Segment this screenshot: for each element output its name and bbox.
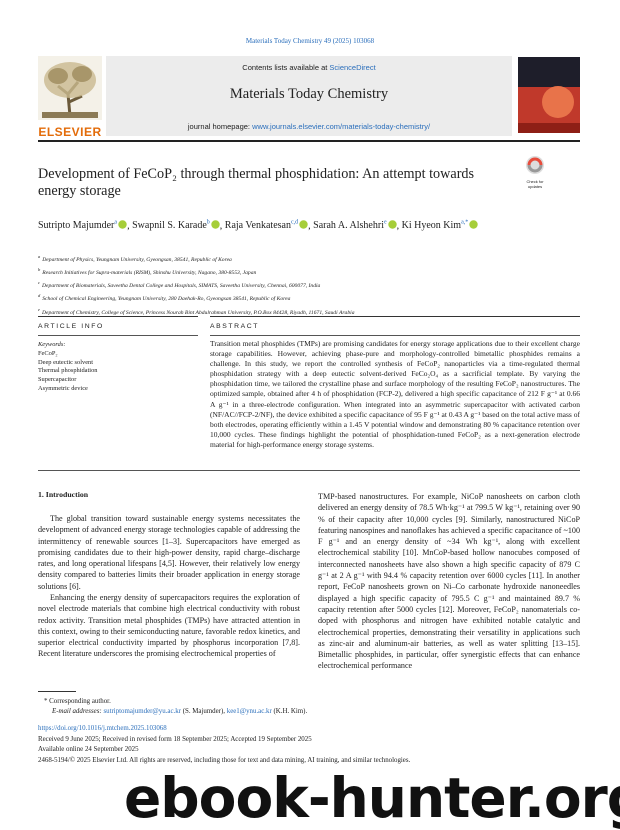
affiliation-list: aDepartment of Physics, Yeungnam Univers… (38, 252, 578, 318)
paragraph: Enhancing the energy density of supercap… (38, 593, 300, 659)
email-link[interactable]: sutriptomajumder@yu.ac.kr (103, 708, 181, 715)
affiliation-mark: d (38, 293, 41, 299)
affiliation: bResearch Initiatives for Supra-material… (38, 265, 578, 278)
email-link[interactable]: kee1@ynu.ac.kr (226, 708, 272, 715)
email-line: E-mail addresses: sutriptomajumder@yu.ac… (52, 707, 307, 717)
email-separator: , (223, 708, 226, 715)
header-band: Contents lists available at ScienceDirec… (106, 56, 512, 136)
publication-info: https://doi.org/10.1016/j.mtchem.2025.10… (38, 724, 410, 766)
affiliation-mark: e (38, 306, 40, 312)
homepage-label: journal homepage: (187, 122, 253, 131)
author-affiliation-mark: c,d (290, 220, 299, 226)
journal-reference[interactable]: Materials Today Chemistry 49 (2025) 1030… (245, 37, 375, 45)
online-date: Available online 24 September 2025 (38, 746, 139, 754)
orcid-icon[interactable] (118, 220, 127, 230)
doi-link[interactable]: https://doi.org/10.1016/j.mtchem.2025.10… (38, 725, 167, 732)
author: Raja Venkatesanc,d (225, 220, 308, 231)
email-owner: (K.H. Kim). (273, 708, 308, 715)
affiliation-text: Department of Chemistry, College of Scie… (42, 309, 355, 316)
footnote-rule (38, 691, 76, 692)
journal-cover (518, 57, 580, 133)
author-affiliation-mark: e (383, 220, 387, 226)
orcid-icon[interactable] (469, 220, 478, 230)
affiliation-mark: b (38, 267, 41, 273)
abstract-text: Transition metal phosphides (TMPs) are p… (210, 339, 580, 449)
orcid-icon[interactable] (299, 220, 308, 230)
article-info-heading: ARTICLE INFO (38, 323, 104, 330)
author-name[interactable]: Swapnil S. Karade (132, 220, 207, 232)
publisher-logo: ELSEVIER (38, 56, 102, 139)
paragraph: TMP-based nanostructures. For example, N… (318, 492, 580, 671)
affiliation-mark: a (38, 254, 41, 259)
author-affiliation-mark: a (114, 220, 118, 226)
author: Ki Hyeon Kima,* (402, 220, 479, 231)
abstract-rule (210, 316, 580, 317)
keywords: Keywords: FeCoP₂ Deep eutectic solvent The… (38, 341, 198, 394)
author-affiliation-mark: a,* (461, 220, 469, 226)
author-list: Sutripto Majumdera, Swapnil S. Karadeb, … (38, 216, 508, 233)
homepage-link[interactable]: www.journals.elsevier.com/materials-toda… (252, 122, 431, 131)
abstract-heading: ABSTRACT (210, 323, 260, 330)
author-name[interactable]: Sutripto Majumder (38, 220, 115, 232)
keyword: Deep eutectic solvent (38, 358, 94, 366)
email-label: E-mail addresses: (52, 708, 102, 715)
author: Sarah A. Alshehrie (313, 220, 397, 231)
email-owner: (S. Majumder) (182, 708, 224, 715)
logo-text: ELSEVIER (38, 125, 102, 139)
info-rule (38, 316, 198, 317)
orcid-icon[interactable] (387, 220, 397, 230)
author-name[interactable]: Ki Hyeon Kim (401, 220, 462, 232)
affiliation: dSchool of Chemical Engineering, Yeungna… (38, 291, 578, 304)
author-name[interactable]: Raja Venkatesan (224, 220, 291, 232)
affiliation: cDepartment of Biomaterials, Saveetha De… (38, 278, 578, 291)
keyword: FeCoP₂ (38, 349, 58, 357)
keyword: Supercapacitor (38, 376, 77, 384)
author: Swapnil S. Karadeb (132, 220, 220, 231)
footnote: * Corresponding author. E-mail addresses… (44, 697, 307, 717)
check-updates-icon (526, 156, 544, 174)
contents-line: Contents lists available at ScienceDirec… (106, 63, 512, 72)
copyright: 2468-5194/© 2025 Elsevier Ltd. All right… (38, 756, 411, 764)
contents-text: Contents lists available at (242, 63, 330, 72)
watermark: ebook-hunter.org (124, 766, 620, 830)
author: Sutripto Majumdera (38, 220, 127, 231)
homepage-line: journal homepage: www.journals.elsevier.… (106, 122, 512, 131)
affiliation-mark: c (38, 280, 40, 286)
affiliation-text: Research Initiatives for Supra-materials… (42, 270, 257, 277)
abstract-bottom-rule (38, 470, 580, 471)
journal-name: Materials Today Chemistry (229, 86, 389, 102)
keyword: Thermal phosphidation (38, 367, 98, 375)
check-updates-text: Check for updates (526, 179, 544, 189)
orcid-icon[interactable] (211, 220, 220, 230)
corresponding-author: * Corresponding author. (44, 698, 111, 705)
header-rule (38, 140, 580, 142)
affiliation-text: Department of Physics, Yeungnam Universi… (42, 256, 232, 263)
keywords-label: Keywords: (38, 341, 66, 348)
logo-tree (38, 56, 102, 120)
affiliation-text: Department of Biomaterials, Saveetha Den… (42, 283, 321, 290)
info-subrule (38, 335, 198, 336)
sciencedirect-link[interactable]: ScienceDirect (329, 63, 376, 72)
affiliation: aDepartment of Physics, Yeungnam Univers… (38, 252, 578, 265)
affiliation-text: School of Chemical Engineering, Yeungnam… (42, 296, 291, 303)
keyword: Asymmetric device (38, 384, 88, 392)
affiliation: eDepartment of Chemistry, College of Sci… (38, 305, 578, 318)
author-name[interactable]: Sarah A. Alshehri (313, 220, 384, 232)
paragraph: The global transition toward sustainable… (38, 514, 300, 591)
article-title: Development of FeCoP₂ through thermal ph… (38, 166, 475, 199)
check-updates[interactable]: Check for updates (520, 155, 550, 189)
section-heading: 1. Introduction (38, 490, 89, 499)
author-affiliation-mark: b (206, 220, 210, 226)
abstract-subrule (210, 335, 580, 336)
dates: Received 9 June 2025; Received in revise… (38, 735, 312, 743)
